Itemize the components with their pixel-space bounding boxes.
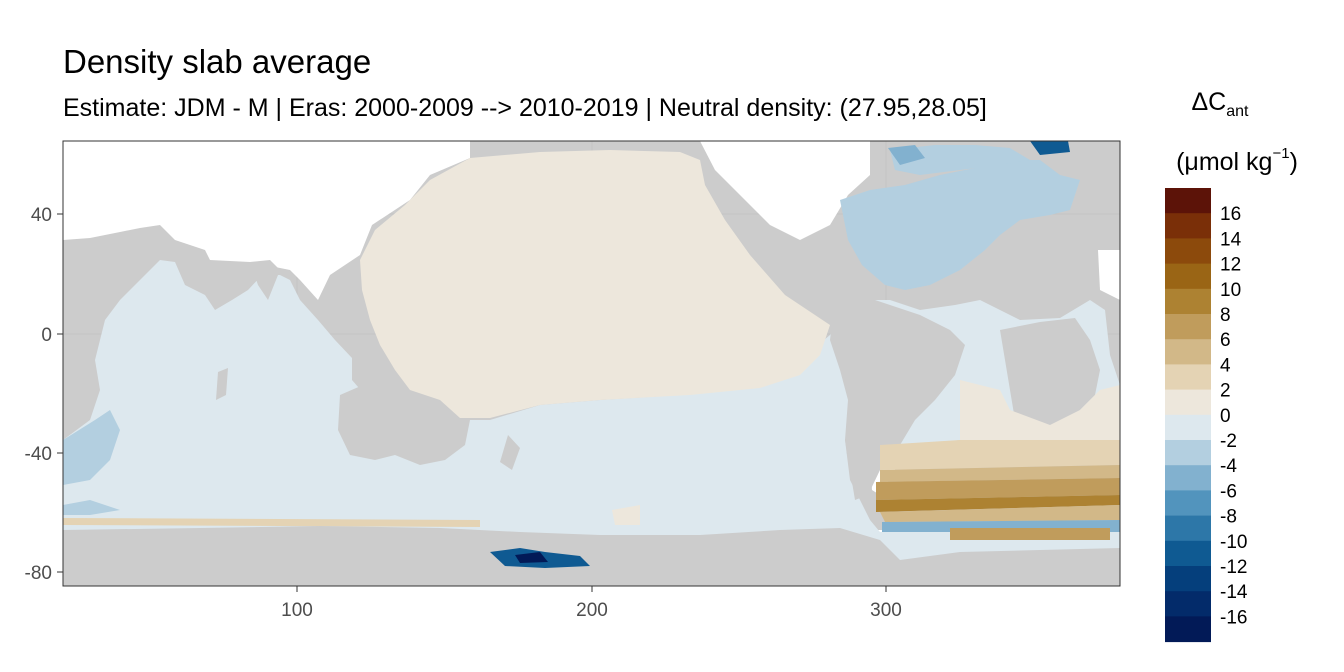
- legend-bin: [1165, 364, 1211, 391]
- legend-label: -10: [1220, 532, 1247, 553]
- new-zealand: [500, 435, 520, 470]
- legend-label: -14: [1220, 582, 1248, 603]
- south-america: [830, 295, 965, 500]
- legend-label: 12: [1220, 255, 1241, 276]
- legend-bin: [1165, 566, 1211, 592]
- legend-bin: [1165, 515, 1211, 542]
- legend-colorbar: [1165, 188, 1211, 643]
- africa: [1000, 318, 1100, 440]
- x-tick-label: 300: [870, 600, 902, 621]
- south-atlantic-8: [876, 495, 1120, 512]
- ross-sea-core: [515, 552, 548, 563]
- legend-bin: [1165, 263, 1211, 290]
- weddell-positive-band: [950, 528, 1110, 540]
- legend-bin: [1165, 314, 1211, 340]
- legend-bin: [1165, 389, 1211, 416]
- legend-label: 8: [1220, 305, 1231, 326]
- y-tick-label: 0: [41, 325, 52, 346]
- legend-bin: [1165, 238, 1211, 265]
- south-atlantic-4: [880, 465, 1120, 482]
- legend-label: 0: [1220, 406, 1231, 427]
- legend-label: 4: [1220, 355, 1231, 376]
- australia: [338, 380, 470, 465]
- south-atlantic-lower-4: [880, 505, 1120, 522]
- x-tick-label: 100: [281, 600, 313, 621]
- southern-margin-positive: [63, 518, 480, 527]
- plot-title: Density slab average: [63, 43, 372, 80]
- labrador-sea-patch: [888, 145, 925, 165]
- southern-margin-negative: [63, 500, 120, 515]
- legend-bin: [1165, 616, 1211, 643]
- pacific-south-patch: [612, 505, 640, 525]
- y-tick-label: 40: [31, 205, 52, 226]
- legend-title-symbol: ΔCant: [1191, 88, 1249, 120]
- legend-title-unit: (μmol kg−1): [1176, 145, 1298, 176]
- india: [250, 260, 280, 300]
- south-atlantic-6: [876, 478, 1120, 500]
- pacific-basin: [360, 150, 830, 418]
- nordic-seas: [890, 145, 1030, 175]
- legend-label: 16: [1220, 204, 1241, 225]
- legend-bin: [1165, 490, 1211, 517]
- x-tick-label: 200: [576, 600, 608, 621]
- legend-bin: [1165, 213, 1211, 239]
- legend-bin: [1165, 339, 1211, 365]
- legend-bin: [1165, 440, 1211, 466]
- legend-label: -12: [1220, 557, 1247, 578]
- y-tick-label: -80: [25, 563, 52, 584]
- y-tick-label: -40: [25, 444, 52, 465]
- legend-label: -4: [1220, 456, 1237, 477]
- legend-label: 6: [1220, 330, 1231, 351]
- legend-label: -2: [1220, 431, 1237, 452]
- indian-ocean-west-patch: [63, 410, 120, 485]
- legend-label: 2: [1220, 381, 1231, 402]
- legend-label: -16: [1220, 607, 1247, 628]
- arctic-patch: [1030, 141, 1070, 155]
- legend-bin: [1165, 414, 1211, 441]
- legend-bin: [1165, 591, 1211, 617]
- y-axis: 40 0 -40 -80: [25, 205, 63, 584]
- plot-subtitle: Estimate: JDM - M | Eras: 2000-2009 --> …: [63, 94, 987, 122]
- legend-bin: [1165, 465, 1211, 491]
- legend-label: 14: [1220, 229, 1242, 250]
- x-axis: 100 200 300: [281, 586, 902, 621]
- south-atlantic-2: [880, 440, 1120, 470]
- legend-labels: 16 14 12 10 8 6 4 2 0 -2 -4 -6 -8 -10 -12 -14 -16: [1220, 204, 1248, 628]
- antarctica: [63, 526, 1120, 586]
- legend-bin: [1165, 288, 1211, 315]
- legend-bin: [1165, 188, 1211, 214]
- legend-bin: [1165, 540, 1211, 567]
- south-atlantic-0: [960, 380, 1120, 440]
- legend-label: 10: [1220, 280, 1241, 301]
- legend-label: -8: [1220, 507, 1237, 528]
- north-atlantic: [840, 160, 1080, 290]
- madagascar: [216, 368, 228, 400]
- legend-label: -6: [1220, 481, 1237, 502]
